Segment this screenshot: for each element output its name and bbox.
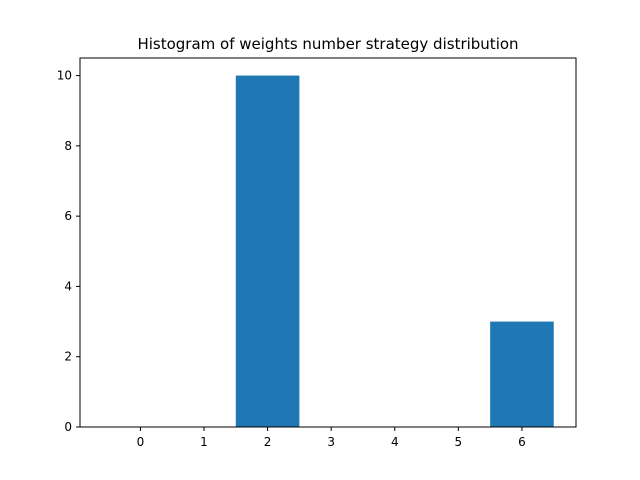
- x-tick-label: 6: [518, 435, 526, 449]
- y-tick-label: 8: [64, 139, 72, 153]
- bar-6: [490, 321, 554, 427]
- bar-2: [235, 75, 300, 428]
- x-tick-label: 0: [137, 435, 145, 449]
- y-axis-ticks: 0 2 4 6 8 10: [57, 69, 80, 434]
- x-tick-label: 2: [264, 435, 272, 449]
- x-tick-label: 5: [455, 435, 463, 449]
- x-tick-label: 4: [391, 435, 399, 449]
- x-tick-label: 3: [327, 435, 335, 449]
- x-axis-ticks: 0 1 2 3 4 5 6: [137, 427, 526, 449]
- y-tick-label: 0: [64, 420, 72, 434]
- y-tick-label: 4: [64, 279, 72, 293]
- chart-title: Histogram of weights number strategy dis…: [137, 35, 518, 53]
- y-tick-label: 10: [57, 69, 72, 83]
- x-tick-label: 1: [200, 435, 208, 449]
- bars-group: [235, 75, 554, 428]
- y-tick-label: 2: [64, 350, 72, 364]
- plot-area-frame: [79, 57, 577, 428]
- y-tick-label: 6: [64, 209, 72, 223]
